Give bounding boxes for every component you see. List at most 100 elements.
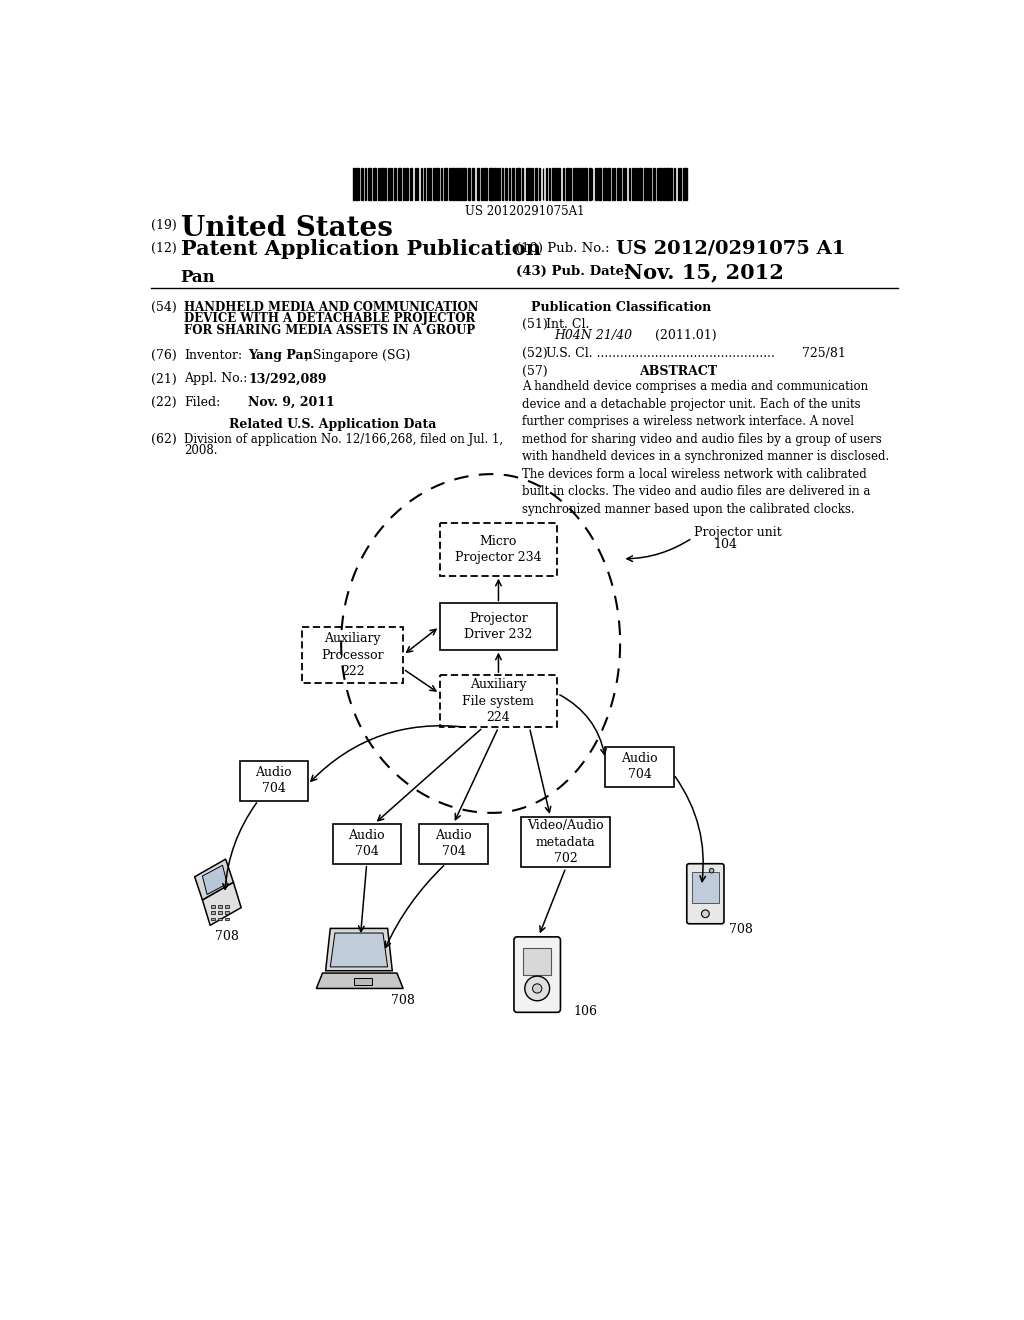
Bar xyxy=(449,168,451,199)
Bar xyxy=(521,817,610,867)
Text: (52): (52) xyxy=(521,347,547,360)
Bar xyxy=(664,168,665,199)
Bar xyxy=(225,911,229,915)
Bar xyxy=(436,168,439,199)
Bar xyxy=(552,168,554,199)
Bar xyxy=(352,168,354,199)
Bar xyxy=(680,168,681,199)
Text: 725/81: 725/81 xyxy=(802,347,846,360)
Text: (21): (21) xyxy=(152,372,177,385)
Bar xyxy=(562,168,563,199)
Bar xyxy=(225,906,229,908)
Bar xyxy=(211,911,215,915)
Circle shape xyxy=(525,977,550,1001)
Text: 13/292,089: 13/292,089 xyxy=(248,372,327,385)
Bar xyxy=(509,168,510,199)
Bar xyxy=(453,168,455,199)
FancyBboxPatch shape xyxy=(514,937,560,1012)
Text: (76): (76) xyxy=(152,350,177,363)
Bar xyxy=(595,168,597,199)
Text: (10) Pub. No.:: (10) Pub. No.: xyxy=(515,242,609,255)
Bar xyxy=(531,168,534,199)
Bar xyxy=(584,168,588,199)
Bar xyxy=(240,760,308,800)
Text: Filed:: Filed: xyxy=(183,396,220,409)
Text: Appl. No.:: Appl. No.: xyxy=(183,372,247,385)
Polygon shape xyxy=(203,866,227,895)
Bar xyxy=(439,603,557,649)
Text: Projector unit: Projector unit xyxy=(693,525,781,539)
Text: Division of application No. 12/166,268, filed on Jul. 1,: Division of application No. 12/166,268, … xyxy=(183,433,503,446)
Bar xyxy=(512,168,514,199)
Text: 708: 708 xyxy=(729,923,753,936)
Bar xyxy=(407,168,408,199)
Text: 2008.: 2008. xyxy=(183,444,217,457)
Text: Audio
704: Audio 704 xyxy=(348,829,385,858)
Polygon shape xyxy=(326,928,392,970)
Text: (57): (57) xyxy=(521,364,547,378)
Bar xyxy=(611,168,612,199)
Bar xyxy=(525,168,528,199)
Text: US 2012/0291075 A1: US 2012/0291075 A1 xyxy=(616,239,846,257)
Bar xyxy=(427,168,429,199)
Bar xyxy=(683,168,687,199)
Bar xyxy=(373,168,376,199)
Bar xyxy=(380,168,383,199)
Bar xyxy=(528,168,530,199)
Text: Int. Cl.: Int. Cl. xyxy=(547,318,590,331)
Bar xyxy=(410,168,413,199)
Bar xyxy=(415,168,416,199)
Bar xyxy=(460,168,462,199)
Polygon shape xyxy=(331,933,388,966)
Text: Related U.S. Application Data: Related U.S. Application Data xyxy=(228,418,436,430)
Text: Auxiliary
File system
224: Auxiliary File system 224 xyxy=(463,678,535,725)
Bar xyxy=(692,873,719,903)
Bar xyxy=(439,524,557,576)
Bar xyxy=(505,168,507,199)
Bar xyxy=(456,168,458,199)
Text: ABSTRACT: ABSTRACT xyxy=(640,364,718,378)
Bar xyxy=(639,168,642,199)
Text: 106: 106 xyxy=(573,1006,598,1019)
Bar xyxy=(539,168,541,199)
Bar xyxy=(378,168,379,199)
Bar xyxy=(333,824,400,863)
Bar xyxy=(468,168,470,199)
Text: Inventor:: Inventor: xyxy=(183,350,242,363)
Bar xyxy=(481,168,483,199)
Bar xyxy=(444,168,446,199)
Bar xyxy=(652,168,655,199)
Bar xyxy=(579,168,581,199)
Text: Pan: Pan xyxy=(180,268,215,285)
Bar xyxy=(522,168,523,199)
Bar xyxy=(603,168,606,199)
Bar xyxy=(463,168,466,199)
Bar xyxy=(484,168,486,199)
Bar xyxy=(424,168,425,199)
Bar xyxy=(384,168,386,199)
Bar xyxy=(360,168,364,199)
Bar xyxy=(490,168,493,199)
Bar xyxy=(598,168,601,199)
Bar xyxy=(549,168,551,199)
Bar xyxy=(388,168,390,199)
Bar xyxy=(555,168,558,199)
Circle shape xyxy=(710,869,714,873)
Bar xyxy=(502,168,503,199)
Text: 104: 104 xyxy=(713,539,737,550)
Bar xyxy=(368,168,371,199)
Text: (51): (51) xyxy=(521,318,548,331)
Bar xyxy=(629,168,631,199)
Bar xyxy=(674,168,676,199)
Text: (12): (12) xyxy=(152,242,177,255)
Bar xyxy=(365,168,366,199)
Text: H04N 21/40: H04N 21/40 xyxy=(554,330,633,342)
Text: 708: 708 xyxy=(215,929,240,942)
Bar xyxy=(211,906,215,908)
Text: Audio
704: Audio 704 xyxy=(435,829,472,858)
Bar xyxy=(398,168,401,199)
Text: , Singapore (SG): , Singapore (SG) xyxy=(305,350,410,363)
Text: Yang Pan: Yang Pan xyxy=(248,350,313,363)
Text: 708: 708 xyxy=(391,994,415,1007)
Text: United States: United States xyxy=(180,215,392,242)
